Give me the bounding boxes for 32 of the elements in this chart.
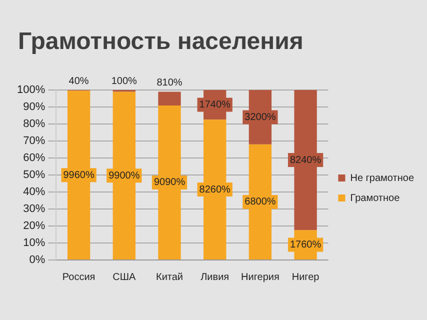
y-tick-label: 90% (23, 101, 46, 114)
x-tick-label: Россия (62, 272, 96, 283)
data-label: 810% (156, 77, 182, 88)
data-label: 1740% (199, 100, 231, 111)
y-tick-label: 30% (23, 203, 46, 216)
y-tick-label: 0% (29, 254, 46, 266)
legend-label: Не грамотное (350, 172, 414, 184)
data-label: 9960% (63, 170, 94, 181)
x-tick-label: Китай (156, 272, 184, 283)
legend-label: Грамотное (350, 192, 400, 204)
x-tick-label: Ливия (200, 272, 230, 283)
data-label: 8260% (199, 184, 231, 196)
data-label: 8240% (290, 154, 322, 166)
data-label: 1760% (290, 240, 322, 251)
x-tick-label: Нигерия (241, 272, 280, 283)
y-tick-label: 100% (16, 84, 46, 96)
chart-title: Грамотность населения (18, 28, 304, 56)
x-tick-label: США (112, 272, 136, 283)
y-tick-label: 60% (23, 152, 46, 164)
y-tick-label: 10% (23, 237, 46, 250)
data-label: 40% (68, 76, 89, 87)
y-tick-label: 70% (23, 135, 46, 148)
y-tick-label: 80% (23, 118, 46, 130)
data-label: 3200% (244, 112, 276, 123)
data-label: 9090% (154, 177, 186, 188)
data-label: 6800% (244, 196, 276, 208)
y-tick-label: 20% (23, 220, 46, 232)
y-tick-label: 40% (23, 186, 46, 198)
data-label: 100% (111, 76, 138, 87)
y-tick-label: 50% (23, 169, 46, 182)
data-label: 9900% (108, 170, 140, 182)
x-tick-label: Нигер (292, 272, 320, 283)
